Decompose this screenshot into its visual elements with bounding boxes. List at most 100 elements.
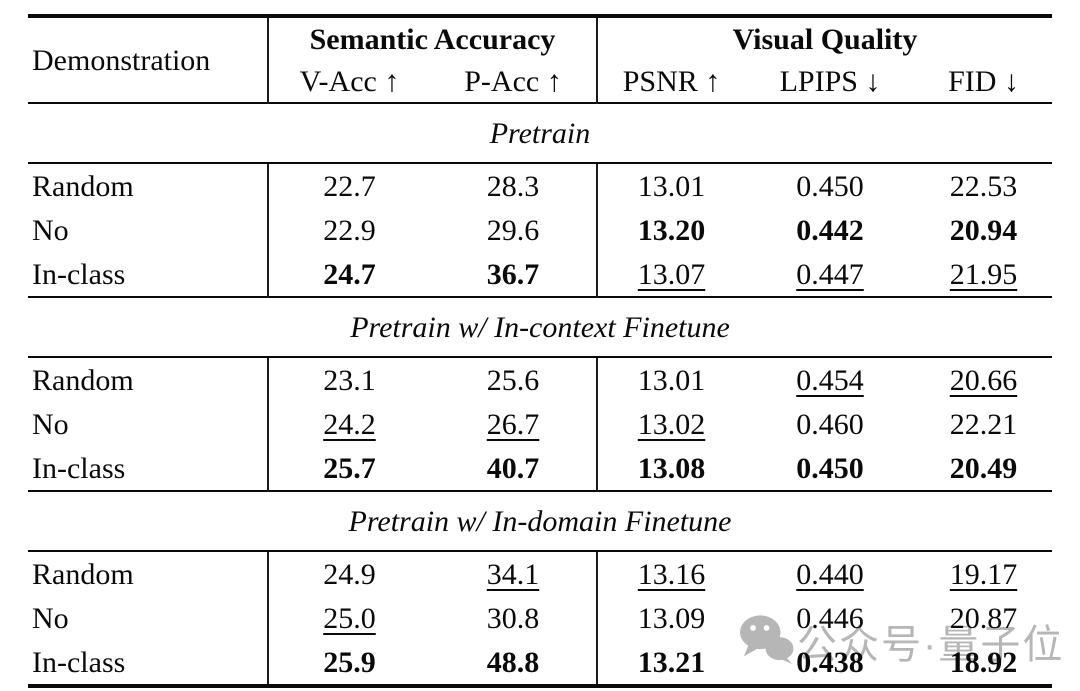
row-label: No bbox=[28, 208, 269, 252]
group-header-semantic-accuracy: Semantic Accuracy bbox=[268, 16, 598, 60]
metric-value: 20.94 bbox=[915, 208, 1052, 252]
row-label: Random bbox=[28, 357, 269, 402]
metric-value: 13.02 bbox=[597, 402, 745, 446]
metric-value: 13.16 bbox=[597, 551, 745, 596]
metric-value: 19.17 bbox=[915, 551, 1052, 596]
metric-value: 13.21 bbox=[597, 640, 745, 686]
metric-value: 13.01 bbox=[597, 163, 745, 208]
metric-value-text: 13.09 bbox=[637, 601, 706, 635]
column-header-v-acc: V-Acc ↑ bbox=[299, 64, 400, 98]
metric-value-text: 22.7 bbox=[323, 169, 376, 203]
metric-value: 0.440 bbox=[745, 551, 915, 596]
metric-value: 28.3 bbox=[430, 163, 598, 208]
table-row: In-class 24.7 36.7 13.07 0.447 21.95 bbox=[28, 252, 1052, 297]
metric-value: 13.07 bbox=[597, 252, 745, 297]
metric-value: 25.0 bbox=[268, 596, 430, 640]
metric-value: 25.9 bbox=[268, 640, 430, 686]
group-header-visual-quality: Visual Quality bbox=[732, 22, 918, 56]
metric-value: 18.92 bbox=[915, 640, 1052, 686]
metric-value: 40.7 bbox=[430, 446, 598, 491]
metric-value: 22.9 bbox=[268, 208, 430, 252]
metric-value: 20.66 bbox=[915, 357, 1052, 402]
metric-value-text: 22.9 bbox=[323, 213, 376, 247]
metric-value: 30.8 bbox=[430, 596, 598, 640]
metric-value: 13.08 bbox=[597, 446, 745, 491]
table-row: Random 24.9 34.1 13.16 0.440 19.17 bbox=[28, 551, 1052, 596]
metric-value: 26.7 bbox=[430, 402, 598, 446]
metric-value: 48.8 bbox=[430, 640, 598, 686]
metric-value-text: 0.447 bbox=[796, 257, 864, 291]
metric-value-text: 23.1 bbox=[323, 363, 376, 397]
table-row: No 25.0 30.8 13.09 0.446 20.87 bbox=[28, 596, 1052, 640]
column-header-lpips: LPIPS ↓ bbox=[779, 64, 881, 98]
metric-value: 0.454 bbox=[745, 357, 915, 402]
metric-value-text: 40.7 bbox=[486, 451, 540, 485]
row-label: In-class bbox=[28, 446, 269, 491]
metric-value-text: 13.16 bbox=[637, 557, 706, 591]
metric-value: 23.1 bbox=[268, 357, 430, 402]
metric-value-text: 21.95 bbox=[949, 257, 1018, 291]
metric-value-text: 13.01 bbox=[637, 363, 706, 397]
metric-value-text: 0.440 bbox=[796, 557, 864, 591]
metric-value-text: 13.20 bbox=[637, 213, 706, 247]
metric-value: 13.09 bbox=[597, 596, 745, 640]
metric-value-text: 0.446 bbox=[796, 601, 864, 635]
results-table: Demonstration Semantic Accuracy Visual Q… bbox=[28, 14, 1052, 688]
metric-value: 22.53 bbox=[915, 163, 1052, 208]
metric-value-text: 0.460 bbox=[796, 407, 864, 441]
metric-value-text: 20.49 bbox=[949, 451, 1018, 485]
metric-value-text: 29.6 bbox=[486, 213, 540, 247]
metric-value-text: 0.450 bbox=[796, 451, 864, 485]
metric-value: 24.7 bbox=[268, 252, 430, 297]
metric-value: 22.21 bbox=[915, 402, 1052, 446]
metric-value-text: 20.87 bbox=[949, 601, 1018, 635]
table-row: Random 22.7 28.3 13.01 0.450 22.53 bbox=[28, 163, 1052, 208]
metric-value-text: 24.9 bbox=[323, 557, 376, 591]
metric-value: 24.9 bbox=[268, 551, 430, 596]
metric-value: 0.446 bbox=[745, 596, 915, 640]
metric-value-text: 13.01 bbox=[637, 169, 706, 203]
section-title: Pretrain w/ In-context Finetune bbox=[28, 296, 1052, 358]
table-row: No 24.2 26.7 13.02 0.460 22.21 bbox=[28, 402, 1052, 446]
metric-value: 0.450 bbox=[745, 446, 915, 491]
metric-value: 0.447 bbox=[745, 252, 915, 297]
metric-value-text: 19.17 bbox=[949, 557, 1018, 591]
row-label: Random bbox=[28, 551, 269, 596]
column-header-fid: FID ↓ bbox=[948, 64, 1019, 98]
row-label: No bbox=[28, 596, 269, 640]
metric-value-text: 25.9 bbox=[323, 645, 376, 679]
metric-value-text: 24.7 bbox=[323, 257, 376, 291]
metric-value-text: 26.7 bbox=[486, 407, 540, 441]
column-header-p-acc: P-Acc ↑ bbox=[430, 60, 598, 103]
metric-value: 0.460 bbox=[745, 402, 915, 446]
metric-value: 21.95 bbox=[915, 252, 1052, 297]
metric-value-text: 13.08 bbox=[637, 451, 706, 485]
metric-value-text: 13.02 bbox=[637, 407, 706, 441]
metric-value-text: 25.7 bbox=[323, 451, 376, 485]
metric-value: 0.450 bbox=[745, 163, 915, 208]
section-title-row: Pretrain bbox=[28, 102, 1052, 164]
table-row: In-class 25.7 40.7 13.08 0.450 20.49 bbox=[28, 446, 1052, 491]
metric-value-text: 13.07 bbox=[637, 257, 706, 291]
metric-value: 34.1 bbox=[430, 551, 598, 596]
metric-value: 22.7 bbox=[268, 163, 430, 208]
table-row: Random 23.1 25.6 13.01 0.454 20.66 bbox=[28, 357, 1052, 402]
metric-value-text: 28.3 bbox=[486, 169, 540, 203]
table-row: No 22.9 29.6 13.20 0.442 20.94 bbox=[28, 208, 1052, 252]
section-title: Pretrain bbox=[28, 102, 1052, 164]
metric-value-text: 18.92 bbox=[949, 645, 1018, 679]
metric-value-text: 0.438 bbox=[796, 645, 864, 679]
section-title-row: Pretrain w/ In-context Finetune bbox=[28, 296, 1052, 358]
table-row: In-class 25.9 48.8 13.21 0.438 18.92 bbox=[28, 640, 1052, 686]
metric-value: 25.6 bbox=[430, 357, 598, 402]
metric-value-text: 22.53 bbox=[949, 169, 1018, 203]
metric-value-text: 20.66 bbox=[949, 363, 1018, 397]
metric-value: 0.442 bbox=[745, 208, 915, 252]
metric-value: 36.7 bbox=[430, 252, 598, 297]
metric-value: 20.87 bbox=[915, 596, 1052, 640]
section-title-row: Pretrain w/ In-domain Finetune bbox=[28, 490, 1052, 552]
metric-value-text: 0.450 bbox=[796, 169, 864, 203]
header-metric-row: V-Acc ↑ P-Acc ↑ PSNR ↑ LPIPS ↓ FID ↓ bbox=[28, 60, 1052, 103]
metric-value: 13.20 bbox=[597, 208, 745, 252]
